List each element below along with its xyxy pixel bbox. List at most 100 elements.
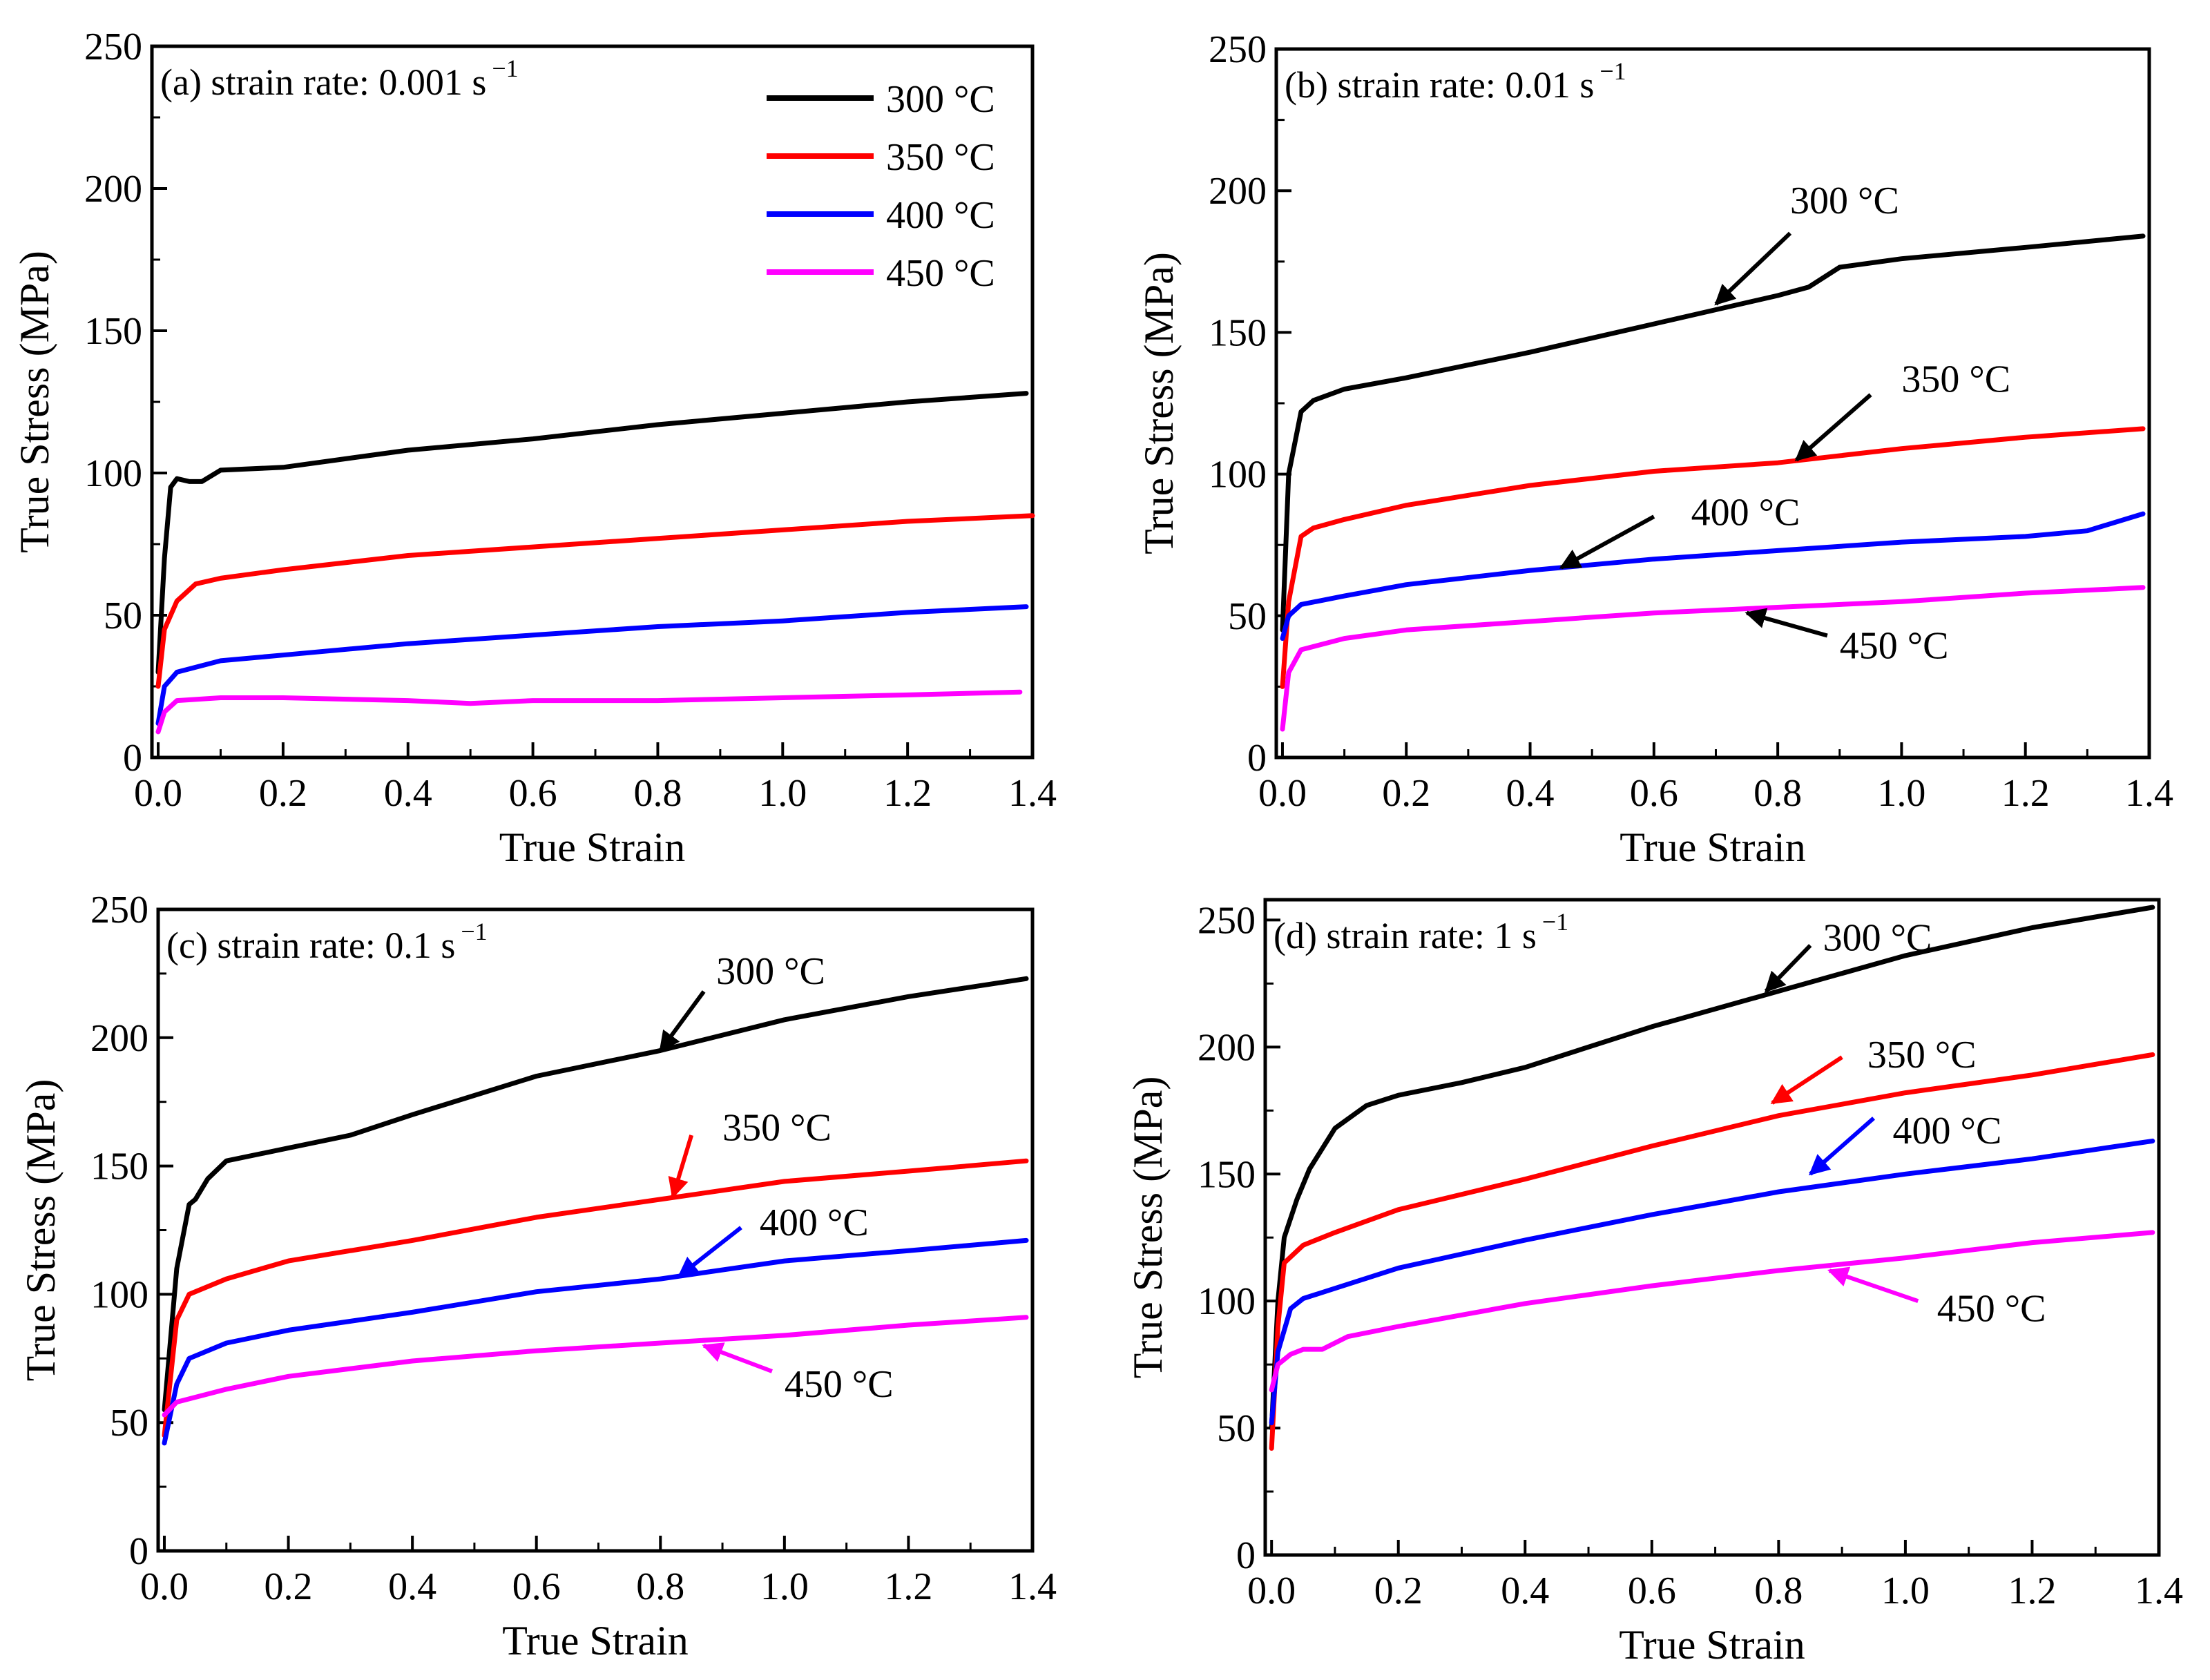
series-line-400 — [155, 604, 1029, 726]
panel-d: 0.0 0.2 0.4 0.6 0.8 1.0 1.2 1.4 0 50 100 150 200 250 T… — [1125, 898, 2183, 1668]
x-tick-label: 1.2 — [884, 1565, 932, 1608]
x-axis-title: True Strain — [1619, 1622, 1805, 1668]
plot-frame — [1263, 898, 2161, 1557]
y-tick-label: 0 — [129, 1530, 148, 1573]
annotation-label: 400 °C — [760, 1201, 869, 1244]
legend-label: 350 °C — [886, 136, 995, 179]
panel-b: 0.0 0.2 0.4 0.6 0.8 1.0 1.2 1.4 0 50 100 150 200 250 T… — [1136, 28, 2173, 870]
x-tick-label: 1.4 — [1008, 1565, 1057, 1608]
annotation-arrow — [702, 1342, 773, 1373]
y-tick-label: 0 — [123, 737, 142, 780]
annotation-arrow — [1794, 393, 1872, 462]
series-line-400 — [1269, 1138, 2155, 1426]
annotation-label: 450 °C — [785, 1363, 894, 1406]
series-line-450 — [162, 1315, 1029, 1418]
x-tick-label: 0.6 — [1630, 772, 1678, 815]
x-tick-label: 0.8 — [1753, 772, 1802, 815]
x-tick-label: 0.2 — [259, 772, 307, 815]
x-tick-label: 1.4 — [1008, 772, 1057, 815]
x-tick-label: 0.2 — [1382, 772, 1430, 815]
series-line-350 — [162, 1158, 1029, 1438]
annotation-label: 400 °C — [1893, 1110, 2002, 1152]
annotation-label: 350 °C — [722, 1106, 832, 1149]
x-axis-title: True Strain — [1620, 824, 1805, 870]
series-line-350 — [155, 513, 1035, 689]
y-axis-title: True Stress (MPa) — [18, 1079, 64, 1382]
x-tick-label: 0.4 — [384, 772, 432, 815]
y-tick-label: 50 — [1228, 595, 1267, 638]
y-tick-label: 150 — [90, 1146, 148, 1188]
panel-title-superscript: −1 — [1599, 57, 1626, 85]
plot-frame — [1274, 47, 2151, 760]
y-tick-label: 200 — [1209, 170, 1267, 213]
y-tick-label: 150 — [84, 310, 142, 353]
x-tick-label: 0.0 — [134, 772, 182, 815]
annotation-arrow — [1827, 1266, 1919, 1304]
annotation-arrow — [1770, 1055, 1843, 1105]
x-tick-label: 0.4 — [388, 1565, 436, 1608]
series-line-350 — [1280, 426, 2146, 689]
x-tick-label: 1.0 — [758, 772, 807, 815]
panel-a: 0.0 0.2 0.4 0.6 0.8 1.0 1.2 1.4 0 50 100 150 200 250 T… — [12, 26, 1057, 870]
series-line-450 — [1269, 1230, 2155, 1393]
annotation-arrow — [677, 1226, 742, 1278]
x-tick-label: 1.0 — [1881, 1570, 1930, 1612]
y-axis-title: True Stress (MPa) — [1136, 252, 1182, 554]
x-tick-label: 1.0 — [1877, 772, 1925, 815]
panel-title: (c) strain rate: 0.1 s −1 — [166, 918, 488, 966]
y-tick-label: 150 — [1198, 1153, 1256, 1196]
legend-label: 400 °C — [886, 194, 995, 237]
annotation-label: 450 °C — [1937, 1288, 2046, 1331]
y-axis-title: True Stress (MPa) — [12, 251, 57, 553]
x-tick-label: 0.8 — [636, 1565, 684, 1608]
y-tick-label: 100 — [1198, 1280, 1256, 1323]
x-axis-title: True Strain — [499, 824, 685, 870]
x-tick-label: 1.2 — [2008, 1570, 2056, 1612]
annotation-label: 400 °C — [1691, 491, 1800, 534]
series-line-400 — [1280, 511, 2146, 641]
panel-title-text: (a) strain rate: 0.001 s — [160, 61, 486, 103]
y-axis-title: True Stress (MPa) — [1125, 1076, 1171, 1379]
y-tick-label: 200 — [90, 1017, 148, 1060]
y-tick-label: 200 — [1198, 1026, 1256, 1069]
annotation-arrow — [658, 990, 706, 1052]
x-tick-label: 0.6 — [512, 1565, 561, 1608]
x-tick-label: 0.0 — [140, 1565, 189, 1608]
y-tick-label: 50 — [104, 595, 142, 637]
panel-title-superscript: −1 — [492, 55, 518, 82]
annotation-label: 450 °C — [1840, 624, 1949, 667]
x-tick-label: 0.8 — [1754, 1570, 1803, 1612]
panel-title-text: (b) strain rate: 0.01 s — [1285, 64, 1594, 106]
panel-title-text: (d) strain rate: 1 s — [1274, 915, 1537, 956]
y-tick-label: 250 — [1209, 28, 1267, 71]
series-line-300 — [1269, 905, 2155, 1431]
x-tick-label: 0.2 — [265, 1565, 313, 1608]
y-tick-label: 250 — [1198, 899, 1256, 942]
x-tick-label: 0.4 — [1506, 772, 1555, 815]
y-tick-label: 100 — [84, 452, 142, 495]
series-line-350 — [1269, 1052, 2155, 1451]
x-tick-label: 0.6 — [1628, 1570, 1676, 1612]
panel-title: (d) strain rate: 1 s −1 — [1274, 908, 1568, 956]
y-tick-label: 50 — [1217, 1407, 1256, 1450]
x-axis-title: True Strain — [502, 1618, 688, 1663]
y-tick-label: 150 — [1209, 311, 1267, 354]
series-line-300 — [162, 976, 1029, 1413]
panel-title-superscript: −1 — [1542, 908, 1568, 936]
annotation-label: 300 °C — [716, 950, 825, 993]
y-tick-label: 200 — [84, 168, 142, 211]
annotation-arrow — [1808, 1117, 1876, 1176]
plot-frame — [156, 907, 1035, 1553]
legend-label: 450 °C — [886, 252, 995, 295]
x-tick-label: 1.4 — [2125, 772, 2173, 815]
series-line-450 — [155, 689, 1023, 735]
x-tick-label: 1.4 — [2135, 1570, 2183, 1612]
x-tick-label: 1.0 — [760, 1565, 809, 1608]
y-tick-label: 0 — [1236, 1534, 1256, 1577]
y-tick-label: 100 — [90, 1273, 148, 1316]
panel-title-superscript: −1 — [461, 918, 487, 945]
series-line-300 — [155, 391, 1029, 675]
x-tick-label: 1.2 — [883, 772, 932, 815]
x-tick-label: 0.8 — [633, 772, 682, 815]
